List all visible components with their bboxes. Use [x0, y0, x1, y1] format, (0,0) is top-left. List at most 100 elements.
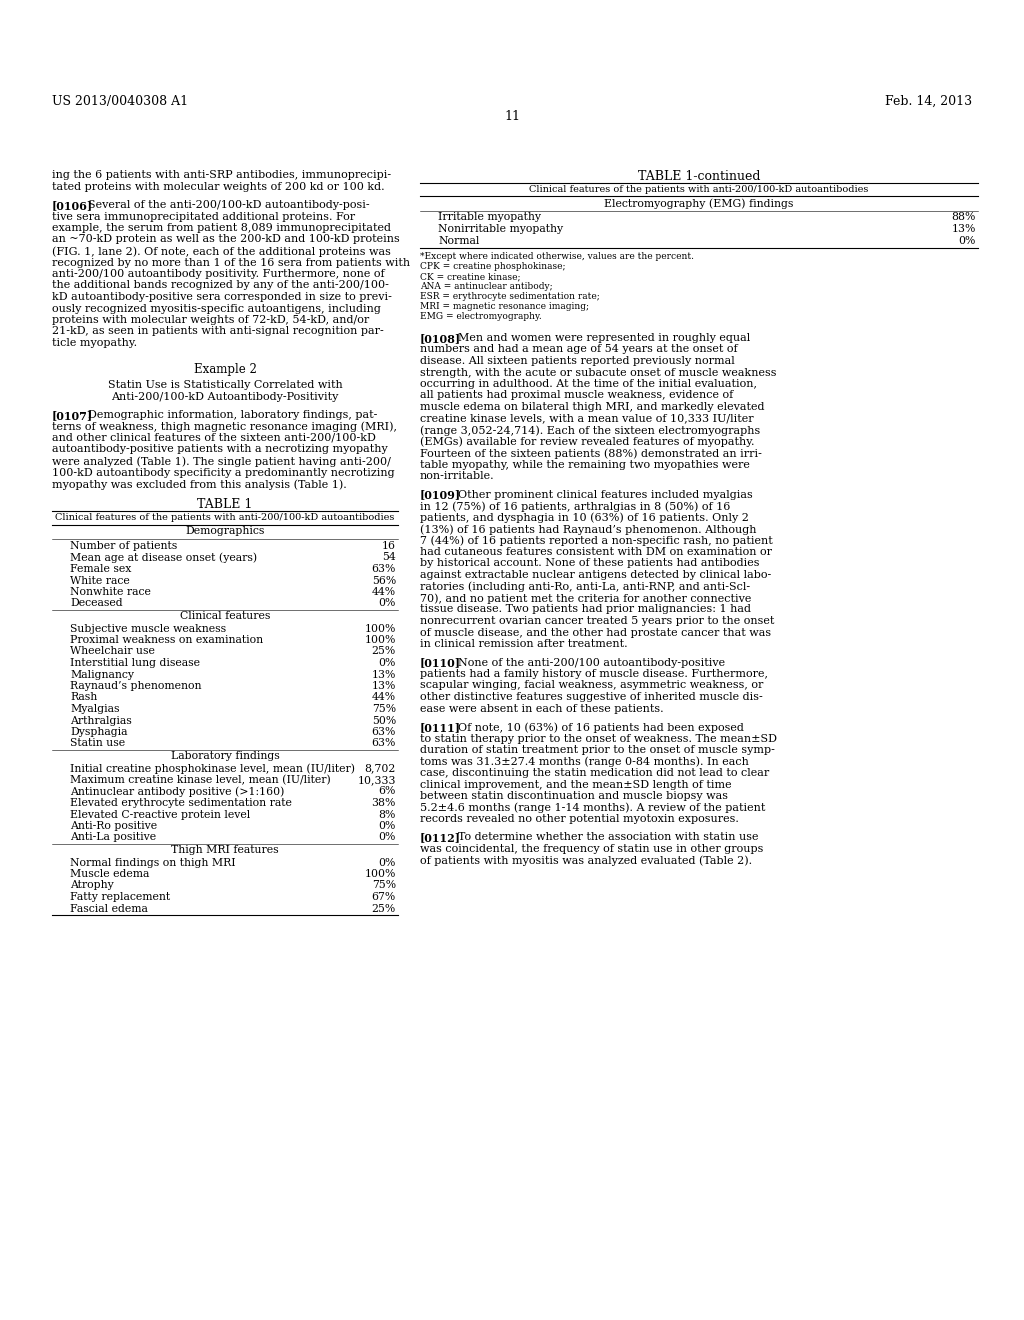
Text: ESR = erythrocyte sedimentation rate;: ESR = erythrocyte sedimentation rate; — [420, 292, 600, 301]
Text: Elevated C-reactive protein level: Elevated C-reactive protein level — [70, 809, 250, 820]
Text: Atrophy: Atrophy — [70, 880, 114, 891]
Text: of patients with myositis was analyzed evaluated (Table 2).: of patients with myositis was analyzed e… — [420, 855, 752, 866]
Text: MRI = magnetic resonance imaging;: MRI = magnetic resonance imaging; — [420, 302, 589, 312]
Text: Anti-Ro positive: Anti-Ro positive — [70, 821, 157, 832]
Text: anti-200/100 autoantibody positivity. Furthermore, none of: anti-200/100 autoantibody positivity. Fu… — [52, 269, 385, 279]
Text: None of the anti-200/100 autoantibody-positive: None of the anti-200/100 autoantibody-po… — [458, 657, 725, 668]
Text: 11: 11 — [504, 110, 520, 123]
Text: 0%: 0% — [379, 833, 396, 842]
Text: to statin therapy prior to the onset of weakness. The mean±SD: to statin therapy prior to the onset of … — [420, 734, 777, 743]
Text: 13%: 13% — [372, 681, 396, 690]
Text: ously recognized myositis-specific autoantigens, including: ously recognized myositis-specific autoa… — [52, 304, 381, 314]
Text: clinical improvement, and the mean±SD length of time: clinical improvement, and the mean±SD le… — [420, 780, 731, 789]
Text: proteins with molecular weights of 72-kD, 54-kD, and/or: proteins with molecular weights of 72-kD… — [52, 315, 370, 325]
Text: against extractable nuclear antigens detected by clinical labo-: against extractable nuclear antigens det… — [420, 570, 771, 579]
Text: 88%: 88% — [951, 213, 976, 223]
Text: records revealed no other potential myotoxin exposures.: records revealed no other potential myot… — [420, 814, 739, 824]
Text: [0107]: [0107] — [52, 411, 93, 421]
Text: Nonwhite race: Nonwhite race — [70, 587, 151, 597]
Text: 7 (44%) of 16 patients reported a non-specific rash, no patient: 7 (44%) of 16 patients reported a non-sp… — [420, 536, 773, 546]
Text: kD autoantibody-positive sera corresponded in size to previ-: kD autoantibody-positive sera correspond… — [52, 292, 392, 302]
Text: Interstitial lung disease: Interstitial lung disease — [70, 657, 200, 668]
Text: Raynaud’s phenomenon: Raynaud’s phenomenon — [70, 681, 202, 690]
Text: 100%: 100% — [365, 869, 396, 879]
Text: in clinical remission after treatment.: in clinical remission after treatment. — [420, 639, 628, 649]
Text: creatine kinase levels, with a mean value of 10,333 IU/liter: creatine kinase levels, with a mean valu… — [420, 413, 754, 424]
Text: Arthralgias: Arthralgias — [70, 715, 132, 726]
Text: 16: 16 — [382, 541, 396, 550]
Text: Example 2: Example 2 — [194, 363, 256, 375]
Text: and other clinical features of the sixteen anti-200/100-kD: and other clinical features of the sixte… — [52, 433, 376, 444]
Text: [0112]: [0112] — [420, 833, 461, 843]
Text: 5.2±4.6 months (range 1-14 months). A review of the patient: 5.2±4.6 months (range 1-14 months). A re… — [420, 803, 765, 813]
Text: Muscle edema: Muscle edema — [70, 869, 150, 879]
Text: White race: White race — [70, 576, 130, 586]
Text: 75%: 75% — [372, 880, 396, 891]
Text: Malignancy: Malignancy — [70, 669, 134, 680]
Text: an ~70-kD protein as well as the 200-kD and 100-kD proteins: an ~70-kD protein as well as the 200-kD … — [52, 235, 399, 244]
Text: non-irritable.: non-irritable. — [420, 471, 495, 480]
Text: scapular winging, facial weakness, asymmetric weakness, or: scapular winging, facial weakness, asymm… — [420, 681, 763, 690]
Text: 100%: 100% — [365, 623, 396, 634]
Text: nonrecurrent ovarian cancer treated 5 years prior to the onset: nonrecurrent ovarian cancer treated 5 ye… — [420, 616, 774, 626]
Text: table myopathy, while the remaining two myopathies were: table myopathy, while the remaining two … — [420, 459, 750, 470]
Text: 54: 54 — [382, 553, 396, 562]
Text: Clinical features of the patients with anti-200/100-kD autoantibodies: Clinical features of the patients with a… — [529, 185, 868, 194]
Text: Statin Use is Statistically Correlated with: Statin Use is Statistically Correlated w… — [108, 380, 342, 389]
Text: [0110]: [0110] — [420, 657, 461, 668]
Text: tissue disease. Two patients had prior malignancies: 1 had: tissue disease. Two patients had prior m… — [420, 605, 751, 615]
Text: (range 3,052-24,714). Each of the sixteen electromyographs: (range 3,052-24,714). Each of the sixtee… — [420, 425, 760, 436]
Text: example, the serum from patient 8,089 immunoprecipitated: example, the serum from patient 8,089 im… — [52, 223, 391, 234]
Text: ticle myopathy.: ticle myopathy. — [52, 338, 137, 348]
Text: 100-kD autoantibody specificity a predominantly necrotizing: 100-kD autoantibody specificity a predom… — [52, 467, 394, 478]
Text: were analyzed (Table 1). The single patient having anti-200/: were analyzed (Table 1). The single pati… — [52, 455, 391, 466]
Text: terns of weakness, thigh magnetic resonance imaging (MRI),: terns of weakness, thigh magnetic resona… — [52, 421, 397, 432]
Text: Thigh MRI features: Thigh MRI features — [171, 845, 279, 855]
Text: Fascial edema: Fascial edema — [70, 903, 147, 913]
Text: Clinical features of the patients with anti-200/100-kD autoantibodies: Clinical features of the patients with a… — [55, 513, 394, 521]
Text: Initial creatine phosphokinase level, mean (IU/liter): Initial creatine phosphokinase level, me… — [70, 763, 355, 774]
Text: Laboratory findings: Laboratory findings — [171, 751, 280, 762]
Text: 0%: 0% — [379, 821, 396, 832]
Text: Rash: Rash — [70, 693, 97, 702]
Text: Men and women were represented in roughly equal: Men and women were represented in roughl… — [458, 333, 751, 343]
Text: CK = creatine kinase;: CK = creatine kinase; — [420, 272, 520, 281]
Text: autoantibody-positive patients with a necrotizing myopathy: autoantibody-positive patients with a ne… — [52, 445, 388, 454]
Text: 56%: 56% — [372, 576, 396, 586]
Text: 0%: 0% — [379, 858, 396, 867]
Text: 63%: 63% — [372, 738, 396, 748]
Text: 38%: 38% — [372, 799, 396, 808]
Text: Irritable myopathy: Irritable myopathy — [438, 213, 541, 223]
Text: Subjective muscle weakness: Subjective muscle weakness — [70, 623, 226, 634]
Text: 0%: 0% — [958, 235, 976, 246]
Text: myopathy was excluded from this analysis (Table 1).: myopathy was excluded from this analysis… — [52, 479, 347, 490]
Text: 63%: 63% — [372, 564, 396, 574]
Text: TABLE 1: TABLE 1 — [198, 498, 253, 511]
Text: Fourteen of the sixteen patients (88%) demonstrated an irri-: Fourteen of the sixteen patients (88%) d… — [420, 447, 762, 458]
Text: 6%: 6% — [379, 787, 396, 796]
Text: To determine whether the association with statin use: To determine whether the association wit… — [458, 833, 759, 842]
Text: Maximum creatine kinase level, mean (IU/liter): Maximum creatine kinase level, mean (IU/… — [70, 775, 331, 785]
Text: all patients had proximal muscle weakness, evidence of: all patients had proximal muscle weaknes… — [420, 391, 733, 400]
Text: 50%: 50% — [372, 715, 396, 726]
Text: US 2013/0040308 A1: US 2013/0040308 A1 — [52, 95, 188, 108]
Text: Of note, 10 (63%) of 16 patients had been exposed: Of note, 10 (63%) of 16 patients had bee… — [458, 722, 743, 733]
Text: 21-kD, as seen in patients with anti-signal recognition par-: 21-kD, as seen in patients with anti-sig… — [52, 326, 384, 337]
Text: 10,333: 10,333 — [357, 775, 396, 785]
Text: Statin use: Statin use — [70, 738, 125, 748]
Text: 63%: 63% — [372, 727, 396, 737]
Text: case, discontinuing the statin medication did not lead to clear: case, discontinuing the statin medicatio… — [420, 768, 769, 777]
Text: other distinctive features suggestive of inherited muscle dis-: other distinctive features suggestive of… — [420, 692, 763, 702]
Text: 44%: 44% — [372, 693, 396, 702]
Text: recognized by no more than 1 of the 16 sera from patients with: recognized by no more than 1 of the 16 s… — [52, 257, 411, 268]
Text: patients, and dysphagia in 10 (63%) of 16 patients. Only 2: patients, and dysphagia in 10 (63%) of 1… — [420, 512, 749, 523]
Text: tated proteins with molecular weights of 200 kd or 100 kd.: tated proteins with molecular weights of… — [52, 181, 385, 191]
Text: between statin discontinuation and muscle biopsy was: between statin discontinuation and muscl… — [420, 791, 728, 801]
Text: Feb. 14, 2013: Feb. 14, 2013 — [885, 95, 972, 108]
Text: Number of patients: Number of patients — [70, 541, 177, 550]
Text: was coincidental, the frequency of statin use in other groups: was coincidental, the frequency of stati… — [420, 843, 763, 854]
Text: Myalgias: Myalgias — [70, 704, 120, 714]
Text: Deceased: Deceased — [70, 598, 123, 609]
Text: 8,702: 8,702 — [365, 763, 396, 774]
Text: toms was 31.3±27.4 months (range 0-84 months). In each: toms was 31.3±27.4 months (range 0-84 mo… — [420, 756, 749, 767]
